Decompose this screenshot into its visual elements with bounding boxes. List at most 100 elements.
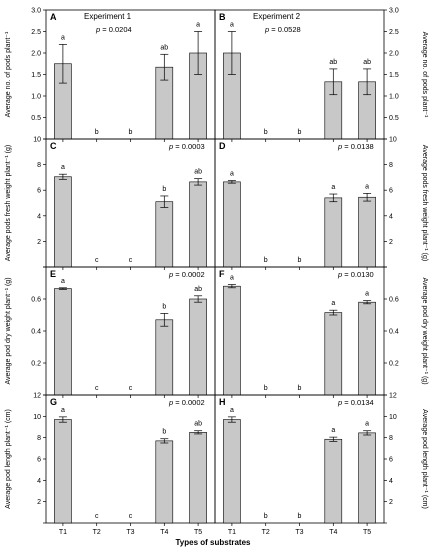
bar-t1	[223, 285, 241, 396]
significance-letter: a	[61, 407, 65, 414]
significance-letter: ab	[194, 286, 202, 293]
panel-letter: D	[219, 141, 226, 151]
x-tick-label: T1	[59, 529, 67, 536]
significance-letter: ab	[194, 421, 202, 428]
y-tick-label: 8	[37, 162, 41, 169]
bar-t1	[54, 419, 72, 524]
y-tick-label: 3.0	[31, 8, 41, 15]
significance-letter: a	[61, 164, 65, 171]
panel-letter: A	[50, 12, 57, 22]
panel-letter: F	[219, 269, 225, 279]
bar-t5	[358, 196, 376, 268]
p-value: p = 0.0134	[337, 398, 374, 407]
y-tick-label: 8	[37, 435, 41, 442]
y-tick-label: 0.6	[389, 297, 399, 304]
significance-letter: ab	[160, 44, 168, 51]
chart-panels: 0.5 1.0 1.5 2.0 2.5 3.0 Average no. of pods pl…	[5, 8, 428, 537]
significance-letter: a	[365, 421, 369, 428]
p-value: p = 0.0002	[168, 270, 205, 279]
y-tick-label: 0.5	[389, 115, 399, 122]
significance-letter: a	[331, 300, 335, 307]
p-value: p = 0.0528	[264, 25, 301, 34]
significance-letter: b	[264, 385, 268, 392]
y-tick-label: 12	[33, 393, 41, 400]
y-tick-label: 12	[389, 393, 397, 400]
y-tick-label: 1.0	[389, 94, 399, 101]
y-tick-label: 10	[33, 414, 41, 421]
y-tick-label: 6	[37, 188, 41, 195]
y-tick-label: 1.5	[31, 72, 41, 79]
x-tick-label: T2	[262, 529, 270, 536]
y-tick-label: 4	[37, 213, 41, 220]
y-tick-label: 0.4	[389, 329, 399, 336]
bar-t4	[324, 438, 343, 524]
bar-t5	[358, 432, 376, 524]
y-axis-label: Average pod length plant⁻¹ (cm)	[5, 409, 12, 509]
y-tick-label: 10	[389, 414, 397, 421]
p-value: p = 0.0204	[95, 25, 132, 34]
significance-letter: b	[162, 186, 166, 193]
panel-letter: H	[219, 397, 226, 407]
significance-letter: a	[196, 22, 200, 29]
x-tick-label: T2	[93, 529, 101, 536]
significance-letter: c	[95, 513, 99, 520]
p-value: p = 0.0130	[337, 270, 374, 279]
significance-letter: b	[162, 429, 166, 436]
bar-t5	[189, 298, 207, 396]
significance-letter: b	[298, 513, 302, 520]
panel-letter: E	[50, 269, 56, 279]
significance-letter: ab	[194, 169, 202, 176]
bar-t4	[324, 197, 343, 268]
y-tick-label: 6	[389, 457, 393, 464]
y-tick-label: 1.5	[389, 72, 399, 79]
significance-letter: b	[95, 129, 99, 136]
significance-letter: ab	[363, 59, 371, 66]
y-tick-label: 3.0	[389, 8, 399, 15]
panel-a: 0.5 1.0 1.5 2.0 2.5 3.0 Average no. of pods pl…	[5, 8, 216, 142]
y-axis-label: Average pod dry weight plant⁻¹ (g)	[5, 277, 12, 384]
significance-letter: a	[230, 407, 234, 414]
bar-t4	[324, 312, 343, 396]
x-tick-label: T4	[160, 529, 168, 536]
bar-t1	[54, 288, 72, 396]
y-tick-label: 2.5	[389, 29, 399, 36]
y-tick-label: 2	[389, 239, 393, 246]
x-tick-label: T5	[363, 529, 371, 536]
y-tick-label: 1.0	[31, 94, 41, 101]
panel-e: 0.2 0.4 0.6 Average pod dry weight plant⁻¹ …	[5, 266, 216, 398]
y-axis-label: Average pod dry weight plant⁻¹ (g)	[421, 277, 428, 384]
panel-d: 2 4 6 8 10 Average pods fresh weight plant⁻¹ …	[214, 137, 428, 270]
y-tick-label: 4	[389, 478, 393, 485]
y-tick-label: 8	[389, 435, 393, 442]
significance-letter: c	[129, 385, 133, 392]
y-axis-label: Average pod length plant⁻¹ (cm)	[421, 409, 428, 509]
significance-letter: a	[331, 427, 335, 434]
significance-letter: b	[129, 129, 133, 136]
y-tick-label: 8	[389, 162, 393, 169]
bar-t5	[358, 301, 376, 396]
significance-letter: a	[230, 171, 234, 178]
y-tick-label: 0.5	[31, 115, 41, 122]
y-tick-label: 6	[389, 188, 393, 195]
y-tick-label: 6	[37, 457, 41, 464]
panel-letter: B	[219, 12, 226, 22]
y-tick-label: 10	[389, 137, 397, 144]
x-tick-label: T3	[126, 529, 134, 536]
y-tick-label: 4	[37, 478, 41, 485]
panel-letter: G	[50, 397, 57, 407]
x-tick-label: T4	[329, 529, 337, 536]
panel-h: 2 4 6 8 10 12 Average pod length plant⁻¹ (cm) a…	[214, 393, 428, 536]
significance-letter: ab	[329, 59, 337, 66]
y-axis-label: Average no. of pods plant⁻¹	[421, 32, 428, 118]
bar-t4	[155, 440, 174, 524]
y-axis-label: Average pods fresh weight plant⁻¹ (g)	[5, 145, 12, 261]
y-tick-label: 0.6	[31, 297, 41, 304]
y-tick-label: 10	[33, 137, 41, 144]
y-tick-label: 2.0	[389, 51, 399, 58]
x-tick-label: T5	[194, 529, 202, 536]
p-value: p = 0.0138	[337, 142, 374, 151]
significance-letter: a	[230, 22, 234, 29]
x-tick-label: T1	[228, 529, 236, 536]
p-value: p = 0.0002	[168, 398, 205, 407]
